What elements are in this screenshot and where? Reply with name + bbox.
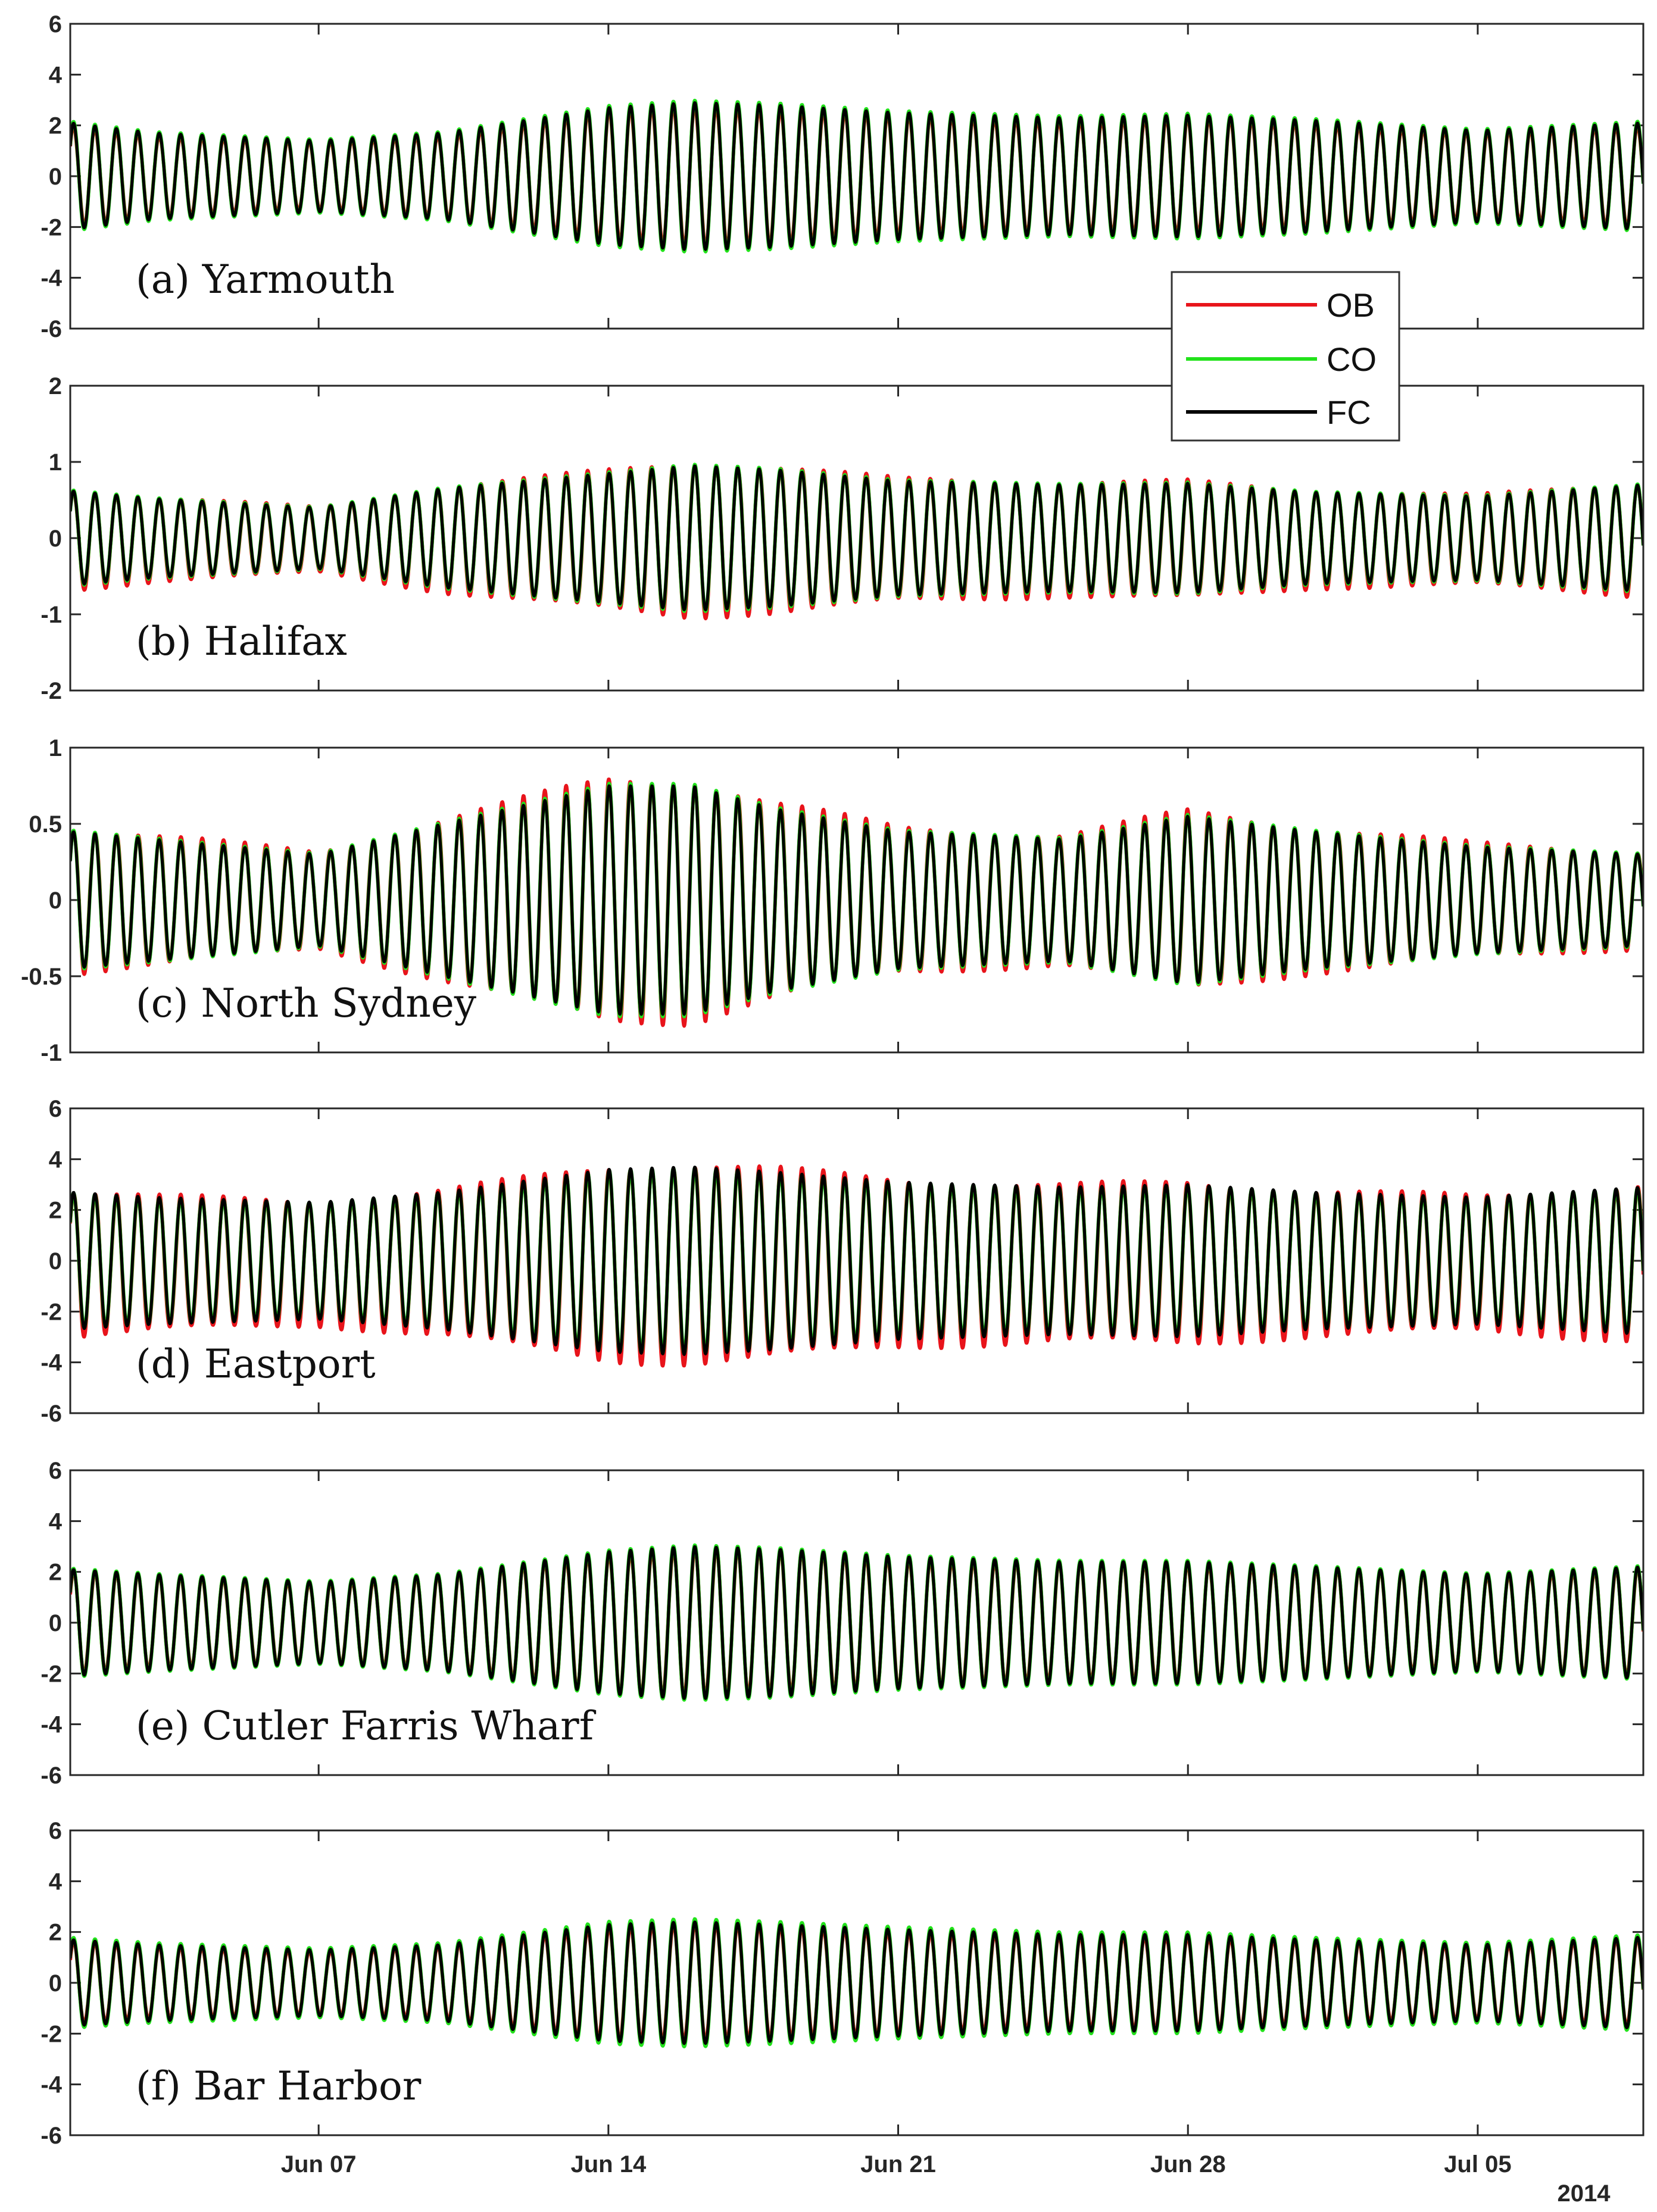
y-tick-label: -6 [40, 316, 62, 342]
panel-title: (f) Bar Harbor [136, 2063, 422, 2109]
y-tick-label: 2 [49, 1560, 62, 1586]
y-tick-label: 0 [49, 1248, 62, 1274]
panel-2: 1 0.5 0 -0.5 -1 (c) North Sydney [21, 735, 1644, 1066]
series-group [70, 1917, 1643, 2049]
y-tick-label: 1 [49, 735, 62, 761]
y-tick-label: -2 [40, 1661, 62, 1687]
y-tick-label: 6 [49, 11, 62, 38]
panel-title: (b) Halifax [136, 618, 347, 664]
legend-label-co: CO [1327, 340, 1377, 378]
axes-frame [69, 1829, 1644, 2136]
y-tick-label: -4 [40, 1350, 62, 1376]
y-tick-label: -1 [40, 1040, 62, 1066]
x-tick-label: Jun 14 [570, 2151, 646, 2177]
x-tick-label: Jun 28 [1150, 2151, 1226, 2177]
year-label: 2014 [1558, 2180, 1611, 2207]
y-tick-label: 6 [49, 1818, 62, 1844]
y-tick-label: 4 [49, 1869, 63, 1895]
y-tick-label: -6 [40, 1763, 62, 1789]
series-group [70, 463, 1643, 621]
axes-frame [69, 1469, 1644, 1776]
axes-frame [69, 23, 1644, 330]
axes-frame [69, 746, 1644, 1054]
x-tick-label: Jul 05 [1444, 2151, 1511, 2177]
y-tick-label: -4 [40, 2072, 62, 2098]
y-tick-label: -1 [40, 602, 62, 628]
y-tick-label: -4 [40, 1712, 62, 1738]
y-tick-label: -6 [40, 2123, 62, 2149]
series-line-fc [70, 101, 1643, 251]
y-tick-label: -4 [40, 265, 62, 292]
y-tick-label: -2 [40, 214, 62, 240]
y-tick-label: 0.5 [29, 811, 62, 838]
series-line-fc [70, 464, 1643, 611]
legend: OB CO FC [1171, 271, 1400, 442]
y-tick-label: 0 [49, 1610, 62, 1636]
x-tick-label: Jun 21 [860, 2151, 936, 2177]
y-tick-label: 6 [49, 1458, 62, 1484]
y-tick-label: 2 [49, 113, 62, 139]
y-tick-label: 4 [49, 1508, 63, 1535]
panel-title: (a) Yarmouth [136, 257, 395, 302]
axes-frame [69, 385, 1644, 692]
panel-title: (e) Cutler Farris Wharf [136, 1703, 597, 1749]
x-tick-label: Jun 07 [281, 2151, 357, 2177]
series-group [70, 1164, 1643, 1368]
series-group [70, 1543, 1643, 1702]
y-tick-label: 2 [49, 1198, 62, 1224]
panel-title: (c) North Sydney [136, 980, 477, 1026]
y-tick-label: 2 [49, 1920, 62, 1946]
series-group [70, 777, 1643, 1028]
series-line-fc [70, 784, 1643, 1016]
series-group [70, 98, 1643, 254]
panels-layer: 6 4 2 0 -2 -4 -6 (a) Yarmouth 2 1 0 -1 -2 (b) Halifax… [21, 11, 1644, 2177]
axes-frame [69, 1107, 1644, 1414]
panel-1: 2 1 0 -1 -2 (b) Halifax [40, 373, 1644, 704]
series-line-fc [70, 1166, 1643, 1356]
panel-5: 6 4 2 0 -2 -4 -6 Jun 07 Jun 14 Jun 21 Jun 28 Jul 05… [40, 1818, 1644, 2177]
y-tick-label: 2 [49, 373, 62, 399]
series-line-fc [70, 1920, 1643, 2045]
y-tick-label: 4 [49, 1146, 63, 1173]
panel-title: (d) Eastport [136, 1341, 376, 1387]
y-tick-label: -2 [40, 2021, 62, 2047]
series-line-fc [70, 1545, 1643, 1700]
y-tick-label: 1 [49, 449, 62, 476]
panel-0: 6 4 2 0 -2 -4 -6 (a) Yarmouth [40, 11, 1644, 342]
y-tick-label: 0 [49, 888, 62, 914]
y-tick-label: 0 [49, 164, 62, 190]
y-tick-label: 0 [49, 1970, 62, 1997]
y-tick-label: 6 [49, 1096, 62, 1122]
y-tick-label: 4 [49, 62, 63, 88]
y-tick-label: -0.5 [21, 964, 62, 990]
y-tick-label: -6 [40, 1401, 62, 1427]
y-tick-label: -2 [40, 678, 62, 704]
panel-4: 6 4 2 0 -2 -4 -6 (e) Cutler Farris Wharf [40, 1458, 1644, 1789]
panel-3: 6 4 2 0 -2 -4 -6 (d) Eastport [40, 1096, 1644, 1427]
legend-label-fc: FC [1327, 393, 1371, 431]
legend-label-ob: OB [1327, 286, 1375, 324]
y-tick-label: 0 [49, 526, 62, 552]
y-tick-label: -2 [40, 1299, 62, 1325]
